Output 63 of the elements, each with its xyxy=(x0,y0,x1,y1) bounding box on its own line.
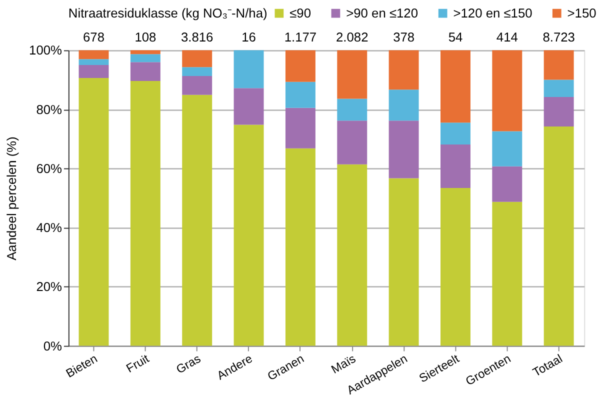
bar xyxy=(544,96,574,127)
bar xyxy=(285,82,316,108)
bar xyxy=(130,50,160,54)
bar xyxy=(78,78,109,346)
text: 8.723 xyxy=(542,29,575,44)
bar xyxy=(234,50,264,88)
bar xyxy=(388,90,419,121)
bar xyxy=(388,120,419,178)
bar xyxy=(544,126,574,346)
y-tick-label: 100% xyxy=(29,42,62,58)
bar xyxy=(492,166,522,202)
text: 378 xyxy=(393,29,415,44)
bar xyxy=(388,50,419,90)
y-tick-label: 40% xyxy=(36,220,62,236)
bar xyxy=(440,144,470,188)
text: 2.082 xyxy=(336,29,368,44)
text: 108 xyxy=(134,29,156,44)
bar xyxy=(78,50,109,60)
bar xyxy=(440,50,470,123)
bar xyxy=(182,50,212,68)
bar xyxy=(337,50,368,99)
y-tick-label: 0% xyxy=(43,338,62,354)
bar xyxy=(337,98,368,121)
y-tick-label: 20% xyxy=(36,279,62,294)
bar xyxy=(492,202,522,346)
y-tick-label: 80% xyxy=(36,102,62,117)
bar xyxy=(234,124,264,346)
bar xyxy=(182,94,212,346)
bar xyxy=(78,65,109,78)
x-tick-label: Fruit xyxy=(124,351,152,376)
bar xyxy=(544,50,574,80)
bar xyxy=(337,164,368,346)
bar xyxy=(492,50,522,132)
bar xyxy=(544,80,574,97)
bar xyxy=(492,131,522,166)
bar xyxy=(440,122,470,145)
text: 414 xyxy=(496,29,518,44)
bar xyxy=(130,62,160,81)
bar xyxy=(78,59,109,66)
legend-label: >150 xyxy=(567,5,596,20)
bar xyxy=(182,76,212,95)
bar xyxy=(130,54,160,62)
legend-title: Nitraatresiduklasse (kg NO₃⁻-N/ha) xyxy=(68,6,268,21)
bar xyxy=(285,50,316,82)
bar xyxy=(182,67,212,76)
legend-label: >120 en ≤150 xyxy=(453,5,532,20)
text: 54 xyxy=(448,29,463,44)
bar xyxy=(440,188,470,346)
y-tick-label: 60% xyxy=(36,160,62,176)
bar xyxy=(337,120,368,164)
bar xyxy=(130,80,160,346)
x-tick-label: Gras xyxy=(174,351,204,376)
legend-label: ≤90 xyxy=(290,5,311,20)
text: 1.177 xyxy=(284,29,317,44)
text: 678 xyxy=(83,29,104,44)
bar xyxy=(285,108,316,148)
y-axis-title: Aandeel percelen (%) xyxy=(4,136,20,260)
text: 3.816 xyxy=(180,29,214,44)
legend-label: >90 en ≤120 xyxy=(346,5,418,20)
bar xyxy=(285,148,316,346)
bar xyxy=(388,178,419,346)
text: 16 xyxy=(242,29,256,44)
bar xyxy=(234,88,264,125)
